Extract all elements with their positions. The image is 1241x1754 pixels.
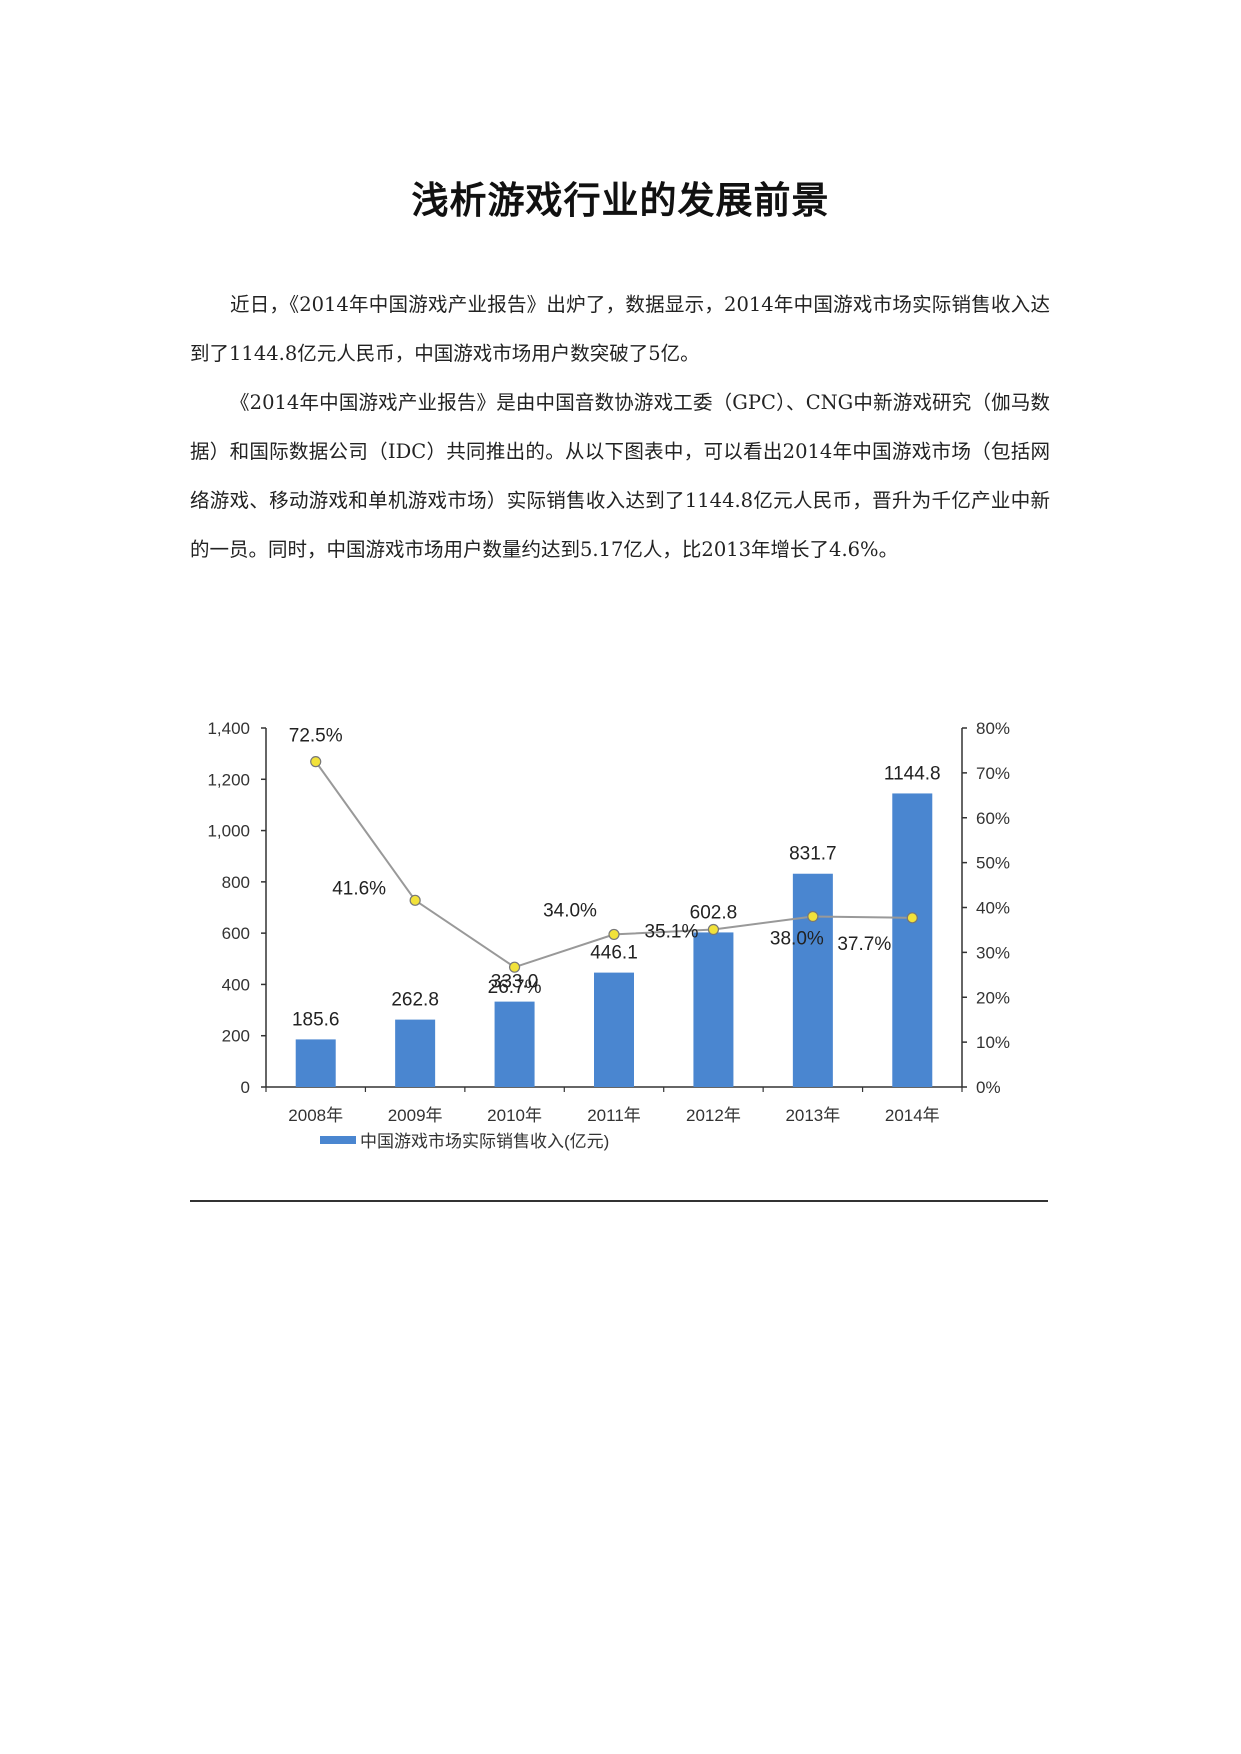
bar-value-label: 1144.8 <box>884 763 941 784</box>
bar-value-label: 831.7 <box>789 844 837 865</box>
growth-rate-point-4 <box>608 928 620 941</box>
right-axis-tick-label: 50% <box>976 854 1010 873</box>
growth-rate-point-1 <box>310 756 322 768</box>
left-axis-tick-label: 1,000 <box>207 822 250 841</box>
x-axis-tick-label: 2014年 <box>885 1106 940 1125</box>
legend-swatch <box>320 1136 356 1144</box>
right-axis-tick-label: 30% <box>976 943 1010 962</box>
growth-rate-point-2 <box>409 894 421 906</box>
bar-value-label: 602.8 <box>690 902 738 923</box>
x-axis-tick-label: 2012年 <box>686 1106 741 1125</box>
paragraph-2: 《2014年中国游戏产业报告》是由中国音数协游戏工委（GPC）、CNG中新游戏研… <box>190 391 1050 561</box>
right-axis-tick-label: 70% <box>976 764 1010 783</box>
legend-label: 中国游戏市场实际销售收入(亿元) <box>360 1132 609 1151</box>
bar-value-label: 262.8 <box>391 990 439 1011</box>
x-axis-tick-label: 2013年 <box>785 1106 840 1125</box>
right-axis-tick-label: 40% <box>976 899 1010 918</box>
growth-rate-label: 34.0% <box>543 900 597 921</box>
bar-value-label: 185.6 <box>292 1009 340 1030</box>
right-axis-tick-label: 10% <box>976 1033 1010 1052</box>
right-axis-tick-label: 20% <box>976 988 1010 1007</box>
growth-rate-point-7 <box>906 912 918 924</box>
right-axis-tick-label: 0% <box>976 1078 1001 1097</box>
growth-rate-point-6 <box>807 910 819 923</box>
bar-3 <box>494 1001 535 1087</box>
growth-rate-point-3 <box>508 961 521 973</box>
left-axis-tick-label: 200 <box>222 1027 250 1046</box>
growth-rate-point-5 <box>707 923 720 936</box>
bar-6 <box>792 873 833 1087</box>
left-axis-tick-label: 0 <box>241 1078 250 1097</box>
growth-rate-label: 38.0% <box>770 928 824 949</box>
bar-1 <box>295 1039 336 1087</box>
left-axis-tick-label: 1,200 <box>207 770 250 789</box>
bar-2 <box>395 1019 436 1087</box>
growth-rate-label: 26.7% <box>488 977 542 998</box>
document-title: 浅析游戏行业的发展前景 <box>411 179 830 222</box>
growth-rate-label: 41.6% <box>332 878 386 899</box>
x-axis-tick-label: 2009年 <box>388 1106 443 1125</box>
bar-value-label: 333.0 <box>491 972 539 993</box>
growth-rate-label: 37.7% <box>837 934 891 955</box>
right-axis-tick-label: 80% <box>976 719 1010 738</box>
paragraph-1: 近日，《2014年中国游戏产业报告》出炉了，数据显示，2014年中国游戏市场实际… <box>190 293 1050 365</box>
left-axis-tick-label: 600 <box>222 924 250 943</box>
bar-4 <box>594 972 634 1087</box>
x-axis-tick-label: 2008年 <box>288 1106 343 1125</box>
revenue-chart-svg: 0 200 400 600 800 1,000 1,200 1,400 0% 10% 20% 30% 4… <box>207 719 1010 1151</box>
left-axis-tick-label: 1,400 <box>207 719 250 738</box>
growth-rate-label: 72.5% <box>289 726 343 747</box>
left-axis-tick-label: 800 <box>222 873 250 892</box>
left-axis-tick-label: 400 <box>222 975 250 994</box>
bar-7 <box>892 793 933 1087</box>
revenue-chart: 0 200 400 600 800 1,000 1,200 1,400 0% 10% 20% 30% 4… <box>180 700 1050 1180</box>
horizontal-rule <box>190 1200 1048 1202</box>
x-axis-tick-label: 2011年 <box>587 1106 641 1125</box>
right-axis-tick-label: 60% <box>976 809 1010 828</box>
bar-5 <box>693 932 734 1087</box>
bar-value-label: 446.1 <box>590 943 638 964</box>
growth-rate-label: 35.1% <box>644 921 698 942</box>
x-axis-tick-label: 2010年 <box>487 1106 542 1125</box>
